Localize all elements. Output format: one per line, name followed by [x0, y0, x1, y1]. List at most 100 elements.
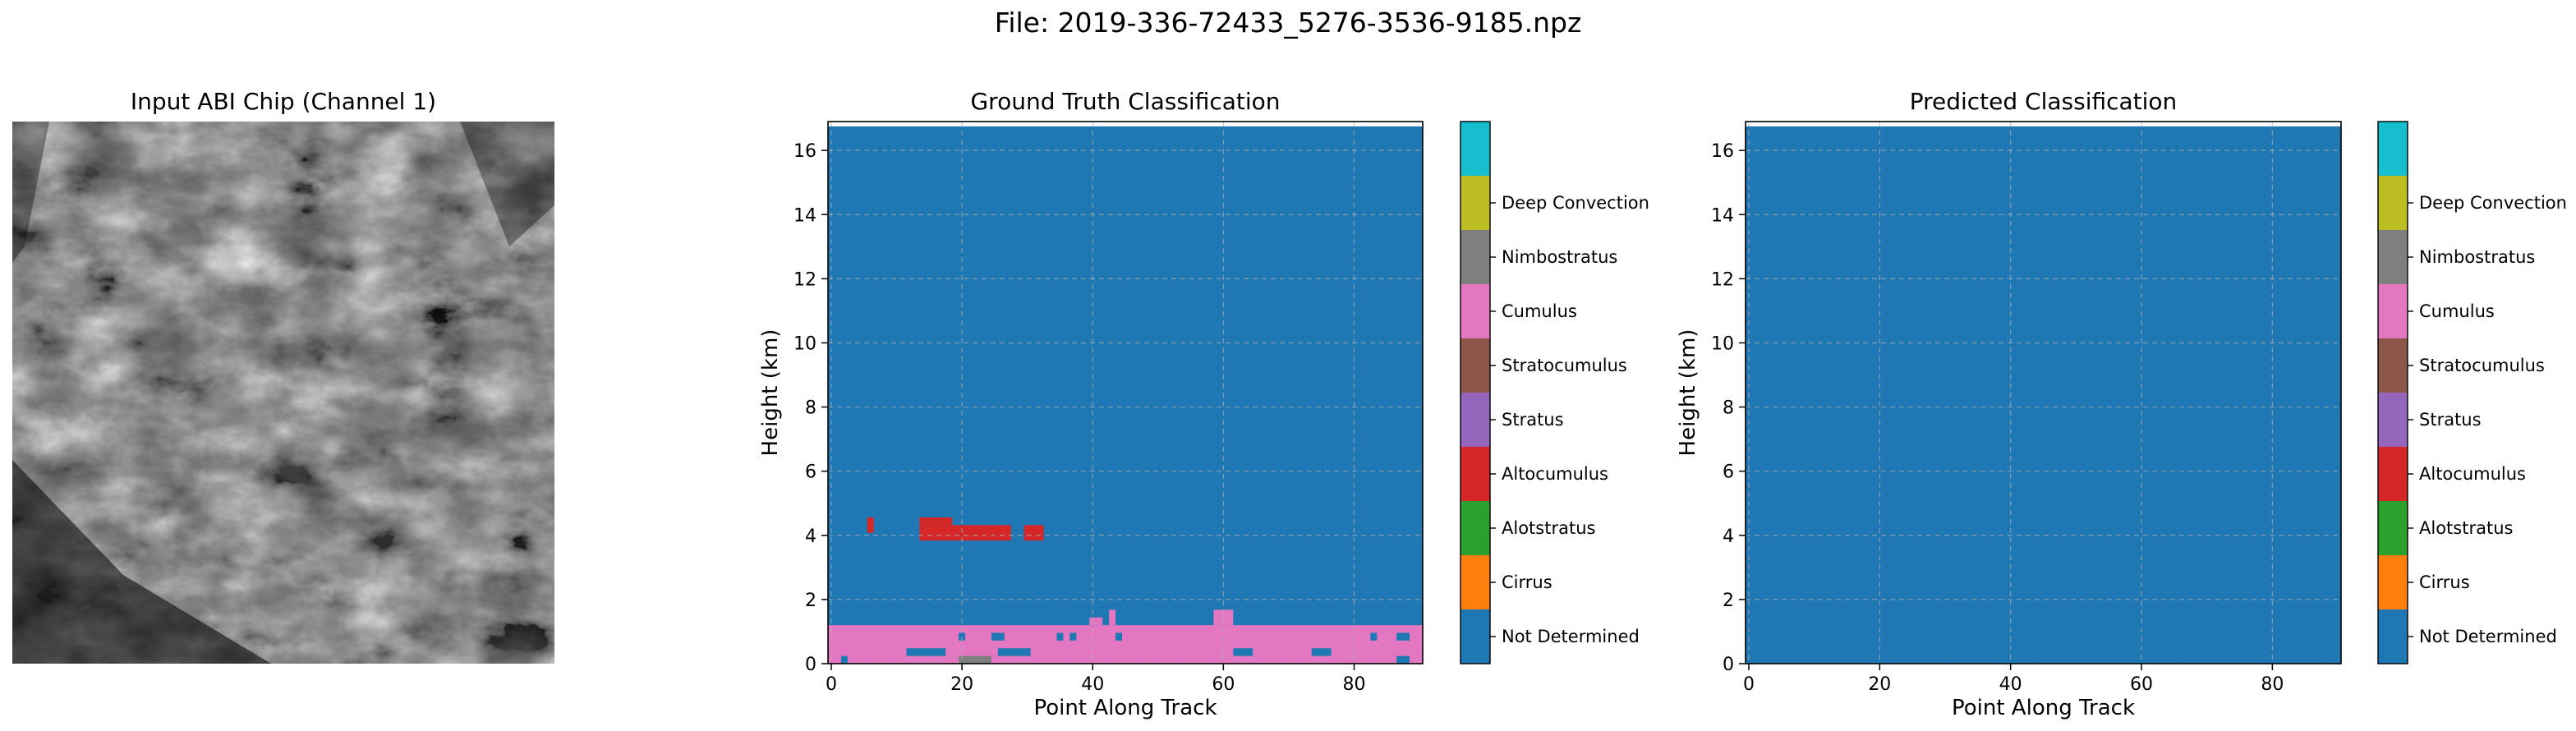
colorbar-segment	[2378, 609, 2408, 664]
x-tick-label: 80	[1342, 674, 1365, 695]
colorbar-segment	[2378, 447, 2408, 501]
heatmap-cell	[828, 648, 1423, 656]
y-tick-label: 4	[1723, 526, 1734, 547]
x-tick-label: 20	[1868, 674, 1891, 695]
y-tick-label: 6	[1723, 462, 1734, 483]
heatmap-cell	[847, 655, 1397, 664]
heatmap-cell	[828, 655, 841, 664]
colorbar-segment	[1460, 609, 1490, 664]
heatmap-cell	[1311, 648, 1332, 656]
y-tick-label: 10	[1711, 333, 1734, 354]
colorbar-segment	[1460, 447, 1490, 501]
colorbar-label: Alotstratus	[2419, 518, 2513, 538]
colorbar-segment	[1460, 338, 1490, 393]
y-tick-label: 8	[805, 398, 816, 419]
x-tick-label: 20	[950, 674, 973, 695]
colorbar-label: Alotstratus	[1502, 518, 1595, 538]
colorbar: Not Determined Cirrus Alotstratus Altocumul…	[1460, 121, 1649, 664]
heatmap-cell	[919, 517, 953, 526]
y-tick-label: 2	[805, 591, 816, 611]
colorbar-segment	[2378, 284, 2408, 338]
colorbar-segment	[1460, 122, 1490, 176]
panel-title: Ground Truth Classification	[970, 88, 1280, 115]
colorbar-segment	[2378, 338, 2408, 393]
colorbar-segment	[1460, 555, 1490, 609]
input-panel-title: Input ABI Chip (Channel 1)	[131, 88, 436, 115]
panel-title: Predicted Classification	[1910, 88, 2178, 115]
colorbar-label: Cirrus	[1502, 572, 1552, 592]
colorbar-segment	[2378, 501, 2408, 555]
axes-frame	[1745, 121, 2342, 664]
colorbar-segment	[1460, 284, 1490, 338]
y-tick-label: 0	[805, 655, 816, 675]
colorbar-label: Cirrus	[2419, 572, 2470, 592]
classification-panel-1: Predicted Classification 0 20 40 60 80 0 2 4 6 8 10…	[1676, 88, 2567, 720]
y-tick-label: 12	[794, 269, 816, 290]
heatmap-cell	[1370, 632, 1378, 641]
y-tick-label: 12	[1711, 269, 1734, 290]
colorbar-segment	[1460, 230, 1490, 284]
colorbar-frame	[2377, 121, 2408, 664]
colorbar-label: Stratocumulus	[1502, 356, 1627, 375]
y-axis-label: Height (km)	[758, 329, 783, 457]
y-tick-label: 2	[1723, 591, 1734, 611]
colorbar-segment	[2378, 176, 2408, 230]
heatmap-cell	[1024, 525, 1044, 541]
colorbar-segment	[1460, 393, 1490, 447]
colorbar-label: Not Determined	[1502, 627, 1640, 646]
x-tick-label: 0	[826, 674, 837, 695]
heatmap-cell	[1089, 617, 1103, 626]
axes-frame	[827, 121, 1424, 664]
colorbar-label: Stratus	[1502, 410, 1564, 430]
y-axis-label: Height (km)	[1676, 329, 1700, 457]
heatmap-background-cell	[1746, 126, 2341, 664]
colorbar-label: Deep Convection	[1502, 193, 1649, 213]
colorbar-label: Deep Convection	[2419, 193, 2567, 213]
classification-panel-0: Ground Truth Classification 0 20 40 60 80 0 2 4 6…	[758, 88, 1649, 720]
y-tick-label: 4	[805, 526, 816, 547]
heatmap-cell	[1056, 632, 1064, 641]
colorbar-segment	[2378, 393, 2408, 447]
x-tick-label: 40	[1999, 674, 2022, 695]
colorbar-label: Altocumulus	[1502, 464, 1608, 484]
heatmap-cell	[1410, 655, 1423, 664]
x-tick-label: 60	[1212, 674, 1235, 695]
colorbar-label: Altocumulus	[2419, 464, 2526, 484]
x-axis-label: Point Along Track	[1952, 696, 2135, 720]
y-tick-label: 14	[1711, 205, 1734, 226]
y-tick-label: 8	[1723, 398, 1734, 419]
colorbar-label: Nimbostratus	[1502, 247, 1617, 267]
colorbar-segment	[1460, 176, 1490, 230]
heatmap-cell	[919, 525, 1011, 541]
heatmap-cell	[1213, 609, 1234, 626]
x-tick-label: 60	[2130, 674, 2153, 695]
colorbar-frame	[1460, 121, 1491, 664]
colorbar-label: Stratocumulus	[2419, 356, 2545, 375]
y-tick-label: 6	[805, 462, 816, 483]
y-tick-label: 0	[1723, 655, 1734, 675]
input-abi-image	[12, 122, 554, 664]
heatmap-cell	[991, 632, 1005, 641]
heatmap-cell	[1233, 648, 1254, 656]
x-tick-label: 80	[2261, 674, 2284, 695]
y-tick-label: 10	[794, 333, 816, 354]
heatmap-cell	[1396, 632, 1410, 641]
heatmap-cell	[1116, 632, 1123, 641]
heatmap-cell	[959, 655, 991, 664]
colorbar-segment	[2378, 122, 2408, 176]
colorbar-label: Cumulus	[2419, 301, 2495, 321]
colorbar-label: Nimbostratus	[2419, 247, 2535, 267]
heatmap-cell	[867, 517, 874, 533]
heatmap-cell	[906, 648, 946, 656]
y-tick-label: 16	[794, 141, 816, 162]
colorbar-label: Stratus	[2419, 410, 2482, 430]
x-tick-label: 40	[1081, 674, 1104, 695]
x-tick-label: 0	[1743, 674, 1755, 695]
colorbar-label: Not Determined	[2419, 627, 2557, 646]
y-tick-label: 14	[794, 205, 816, 226]
x-axis-label: Point Along Track	[1033, 696, 1217, 720]
heatmap-cell	[1070, 632, 1077, 641]
heatmap-cell	[997, 648, 1031, 656]
heatmap-background-cell	[828, 126, 1423, 664]
colorbar-segment	[1460, 501, 1490, 555]
